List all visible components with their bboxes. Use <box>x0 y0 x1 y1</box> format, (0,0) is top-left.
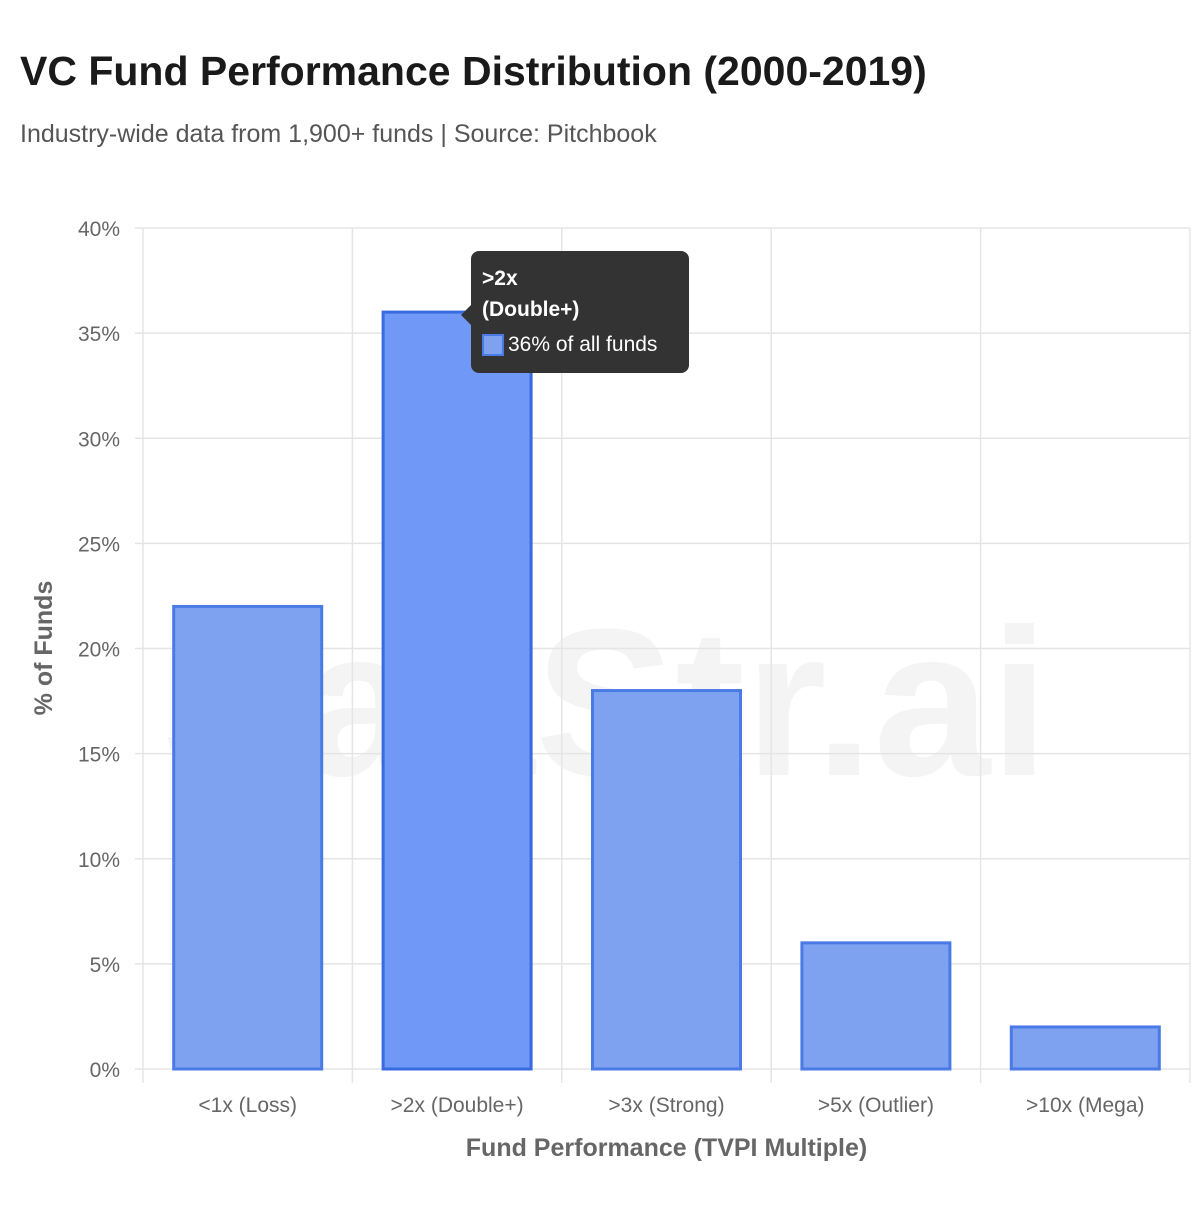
bar-2 <box>591 689 742 1071</box>
y-tick-label: 0% <box>90 1059 120 1082</box>
x-tick-label: <1x (Loss) <box>198 1094 297 1117</box>
y-tick-label: 25% <box>78 533 120 556</box>
x-axis-title: Fund Performance (TVPI Multiple) <box>466 1134 867 1162</box>
bar-1 <box>381 310 533 1071</box>
x-tick-label: >5x (Outlier) <box>818 1094 934 1117</box>
y-tick-label: 15% <box>78 744 120 767</box>
bar-3 <box>800 941 952 1071</box>
tooltip-value: 36% of all funds <box>508 333 658 356</box>
bar-0 <box>172 604 324 1071</box>
tooltip-title-line2: (Double+) <box>482 298 580 321</box>
y-tick-label: 40% <box>78 218 120 241</box>
tooltip-swatch <box>482 334 504 356</box>
page-title: VC Fund Performance Distribution (2000-2… <box>20 48 927 94</box>
bar-4 <box>1009 1025 1161 1071</box>
y-tick-label: 35% <box>78 323 120 346</box>
x-tick-label: >2x (Double+) <box>391 1094 524 1117</box>
page-subtitle: Industry-wide data from 1,900+ funds | S… <box>20 120 657 148</box>
y-tick-label: 5% <box>90 954 120 977</box>
y-tick-label: 30% <box>78 428 120 451</box>
y-axis-title: % of Funds <box>30 581 58 716</box>
y-tick-label: 10% <box>78 849 120 872</box>
tooltip-title-line1: >2x <box>482 267 518 290</box>
x-tick-label: >3x (Strong) <box>608 1094 724 1117</box>
y-tick-label: 20% <box>78 639 120 662</box>
x-tick-label: >10x (Mega) <box>1026 1094 1144 1117</box>
chart-tooltip: >2x (Double+) 36% of all funds <box>461 251 689 373</box>
